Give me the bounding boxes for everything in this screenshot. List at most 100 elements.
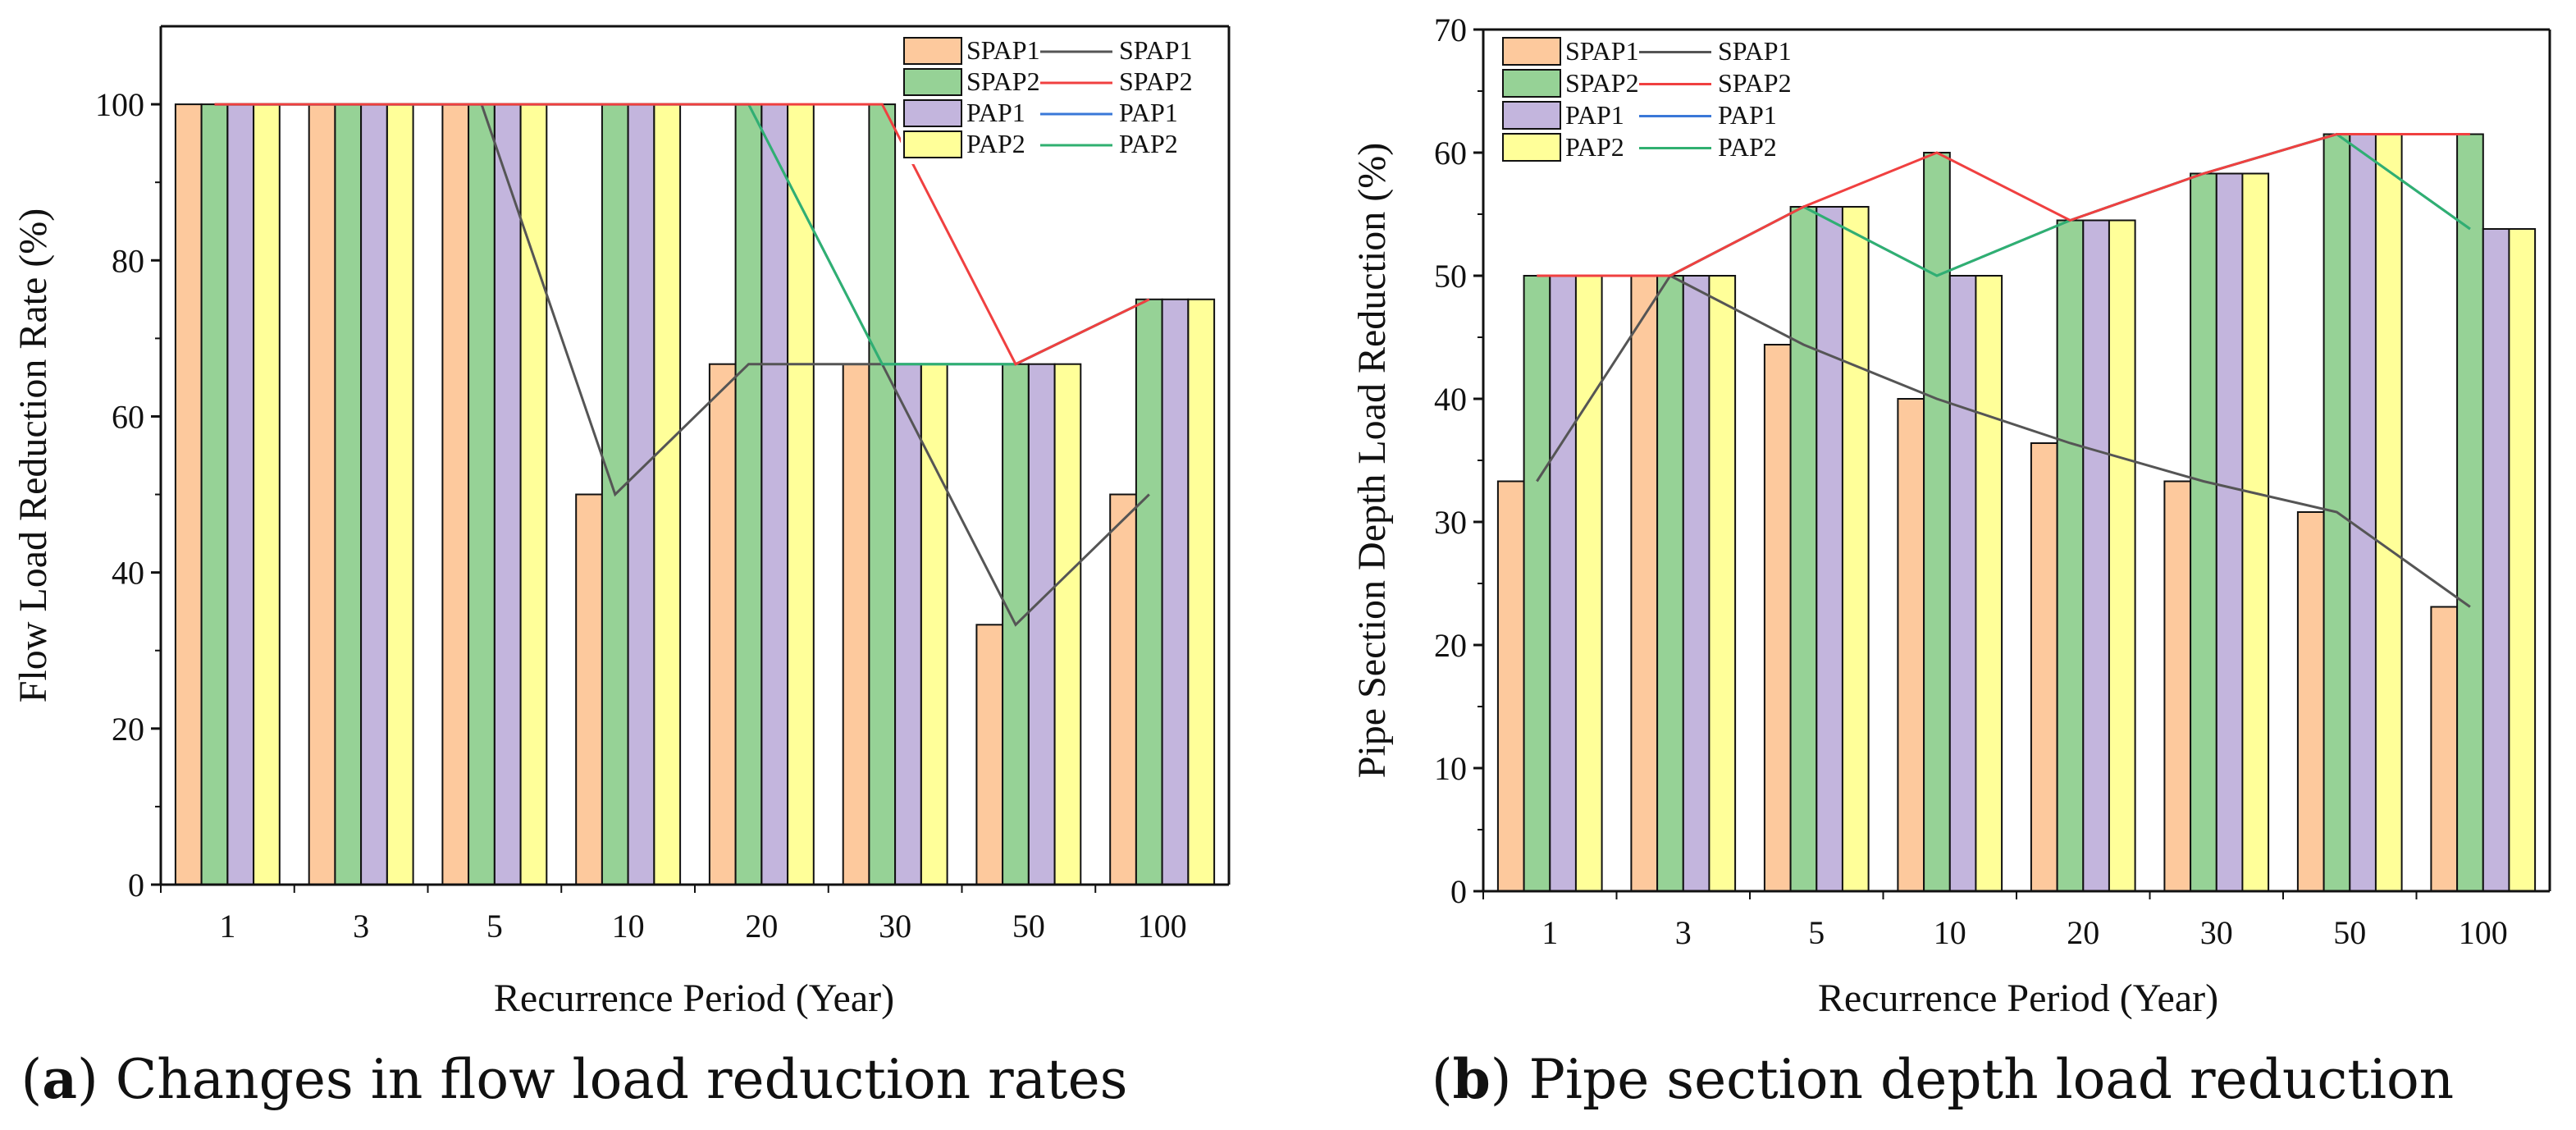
caption-b-text: Pipe section depth load reduction (1511, 1048, 2454, 1111)
bar-a-spap2-100 (1135, 298, 1163, 885)
x-tick-label-b-100: 100 (2459, 914, 2508, 951)
y-tick-label-b-30: 30 (1434, 504, 1467, 541)
x-tick-label-b-5: 5 (1808, 914, 1825, 951)
legend-line-label-b-pap1: PAP1 (1718, 100, 1777, 130)
bar-a-pap1-100 (1161, 298, 1190, 885)
bar-b-spap2-10 (1923, 152, 1951, 892)
bar-b-pap1-3 (1682, 275, 1710, 892)
x-tick-label-b-3: 3 (1675, 914, 1692, 951)
bar-a-pap2-100 (1187, 298, 1216, 885)
bar-a-spap2-3 (334, 103, 363, 886)
legend-swatch-b-spap2 (1502, 69, 1561, 98)
x-axis-title-b: Recurrence Period (Year) (1818, 977, 2218, 1020)
legend-swatch-a-spap1 (903, 37, 962, 65)
y-tick-label-b-10: 10 (1434, 750, 1467, 787)
x-tick-label-a-10: 10 (612, 908, 645, 945)
bar-a-pap1-1 (226, 103, 255, 886)
caption-a-letter: a (42, 1047, 77, 1111)
bar-b-spap1-5 (1763, 344, 1792, 892)
bar-a-pap2-3 (386, 103, 414, 886)
legend-swatch-b-pap1 (1502, 101, 1561, 130)
bar-b-pap2-100 (2508, 228, 2537, 892)
bar-b-spap1-10 (1897, 398, 1925, 892)
legend-line-label-b-spap2: SPAP2 (1718, 68, 1792, 98)
bar-b-pap2-20 (2108, 219, 2136, 892)
x-tick-label-a-5: 5 (486, 908, 503, 945)
bar-a-spap2-30 (868, 103, 897, 886)
bar-b-pap2-3 (1708, 275, 1737, 892)
bar-a-spap1-100 (1109, 493, 1137, 885)
bar-b-pap1-5 (1816, 206, 1844, 892)
bar-b-spap2-30 (2190, 172, 2217, 892)
bar-a-pap1-30 (894, 363, 922, 885)
bar-a-spap2-1 (200, 103, 229, 886)
bar-b-spap1-50 (2296, 511, 2325, 892)
x-axis-title-a: Recurrence Period (Year) (494, 977, 894, 1020)
legend-bar-label-a-spap2: SPAP2 (966, 66, 1040, 96)
bar-b-pap2-10 (1975, 275, 2003, 892)
bar-b-spap1-30 (2163, 480, 2192, 892)
bar-b-pap1-10 (1948, 275, 1977, 892)
bar-b-spap2-3 (1656, 275, 1684, 892)
bar-b-pap1-1 (1549, 275, 1578, 892)
legend-bar-label-b-pap1: PAP1 (1565, 100, 1624, 130)
bar-b-spap2-20 (2056, 219, 2085, 892)
caption-b: (b) Pipe section depth load reduction (1432, 1047, 2454, 1111)
x-tick-label-b-30: 30 (2200, 914, 2233, 951)
bar-a-pap1-10 (627, 103, 655, 886)
bar-a-spap2-20 (734, 103, 763, 886)
legend-line-label-b-spap1: SPAP1 (1718, 36, 1792, 66)
y-tick-label-b-40: 40 (1434, 381, 1467, 418)
bar-a-spap1-1 (174, 103, 203, 886)
y-tick-label-b-20: 20 (1434, 627, 1467, 664)
line-b-spap1 (1536, 274, 2471, 608)
legend-line-label-a-spap1: SPAP1 (1119, 35, 1193, 65)
chart-panel-b: 0 10 20 30 40 50 60 70 1 3 5 10 20 30 50 100 Recurrence … (1350, 11, 2551, 1020)
y-tick-label-b-50: 50 (1434, 258, 1467, 295)
x-tick-label-a-30: 30 (879, 908, 911, 945)
bar-a-pap2-10 (653, 103, 682, 886)
bar-a-pap1-3 (360, 103, 388, 886)
bar-b-pap1-30 (2215, 172, 2244, 892)
bar-b-spap2-100 (2456, 133, 2484, 892)
bar-a-spap1-50 (975, 624, 1004, 885)
bar-b-pap2-50 (2374, 133, 2403, 892)
bar-b-spap1-100 (2430, 606, 2459, 892)
y-axis-title-b: Pipe Section Depth Load Reduction (%) (1350, 143, 1394, 779)
caption-b-close: ) (1491, 1048, 1512, 1111)
bar-b-pap2-30 (2241, 172, 2270, 892)
caption-a-open: ( (21, 1048, 42, 1111)
caption-a-text: Changes in flow load reduction rates (98, 1048, 1128, 1111)
bar-b-pap2-5 (1841, 206, 1870, 892)
legend-swatch-a-spap2 (903, 68, 962, 96)
x-tick-label-b-10: 10 (1934, 914, 1966, 951)
caption-a-close: ) (77, 1048, 98, 1111)
bar-a-spap1-30 (842, 363, 870, 885)
bar-a-pap1-50 (1027, 363, 1056, 885)
bar-b-spap1-20 (2030, 442, 2058, 892)
bar-a-pap2-30 (920, 363, 948, 885)
x-tick-label-b-50: 50 (2333, 914, 2366, 951)
legend-bar-label-a-spap1: SPAP1 (966, 35, 1040, 65)
bar-b-pap2-1 (1574, 275, 1603, 892)
y-tick-label-a-100: 100 (95, 86, 144, 123)
y-tick-label-a-40: 40 (112, 555, 144, 592)
legend-bar-label-b-spap2: SPAP2 (1565, 68, 1639, 98)
y-tick-label-b-60: 60 (1434, 135, 1467, 172)
bar-b-spap1-3 (1630, 275, 1659, 892)
y-tick-label-b-70: 70 (1434, 11, 1467, 48)
bar-a-spap1-3 (308, 103, 336, 886)
x-tick-label-a-100: 100 (1138, 908, 1187, 945)
bar-a-pap1-20 (760, 103, 789, 886)
legend-line-label-a-pap2: PAP2 (1119, 129, 1178, 158)
bar-a-spap1-5 (441, 103, 470, 886)
bar-a-pap2-5 (519, 103, 548, 886)
y-tick-label-a-80: 80 (112, 242, 144, 279)
caption-b-letter: b (1453, 1047, 1491, 1111)
bar-a-pap1-5 (493, 103, 522, 886)
y-tick-label-a-20: 20 (112, 711, 144, 748)
x-tick-label-a-20: 20 (745, 908, 778, 945)
legend-swatch-b-pap2 (1502, 133, 1561, 162)
bar-a-pap2-50 (1053, 363, 1082, 885)
